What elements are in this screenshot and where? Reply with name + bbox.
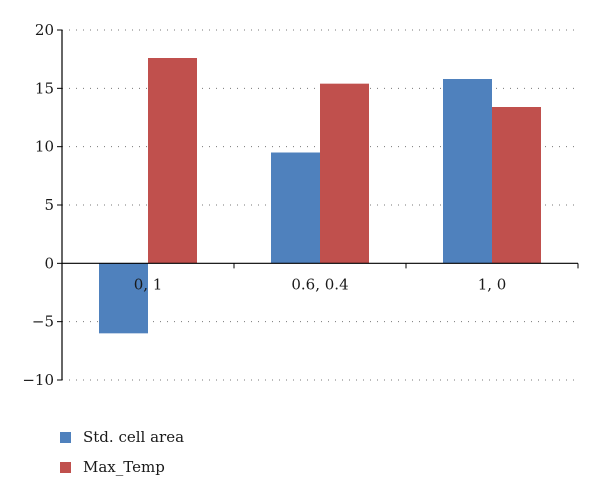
bar-std-cell-area-2 [443,79,492,264]
legend-swatch-max-temp [60,461,71,473]
legend-label-std-cell-area: Std. cell area [83,428,185,446]
y-tick-label: −10 [22,371,54,389]
axes [57,29,579,381]
y-tick-label: 20 [35,21,54,39]
bar-std-cell-area-1 [271,152,320,264]
legend-label-max-temp: Max_Temp [83,458,165,476]
bar-max-temp-0 [148,58,197,264]
x-category-label: 1, 0 [478,275,507,293]
legend-item-std-cell-area: Std. cell area [60,422,184,452]
x-category-label: 0, 1 [134,275,163,293]
x-category-labels: 0, 1 0.6, 0.4 1, 0 [134,275,507,293]
y-tick-label: 15 [35,79,54,97]
legend: Std. cell area Max_Temp [60,422,184,482]
bar-max-temp-2 [492,107,541,264]
y-tick-label: 5 [44,196,54,214]
bar-std-cell-area-0 [99,263,148,334]
legend-swatch-std-cell-area [60,431,71,443]
y-tick-labels: −10 −5 0 5 10 15 20 [22,21,54,389]
legend-item-max-temp: Max_Temp [60,452,184,482]
x-category-label: 0.6, 0.4 [291,275,348,293]
bars [99,58,541,334]
bar-max-temp-1 [320,83,369,264]
y-tick-label: −5 [32,313,54,331]
bar-chart: −10 −5 0 5 10 15 20 0, 1 0.6, 0.4 1, 0 [22,21,579,389]
y-tick-label: 0 [44,254,54,272]
y-tick-label: 10 [35,138,54,156]
